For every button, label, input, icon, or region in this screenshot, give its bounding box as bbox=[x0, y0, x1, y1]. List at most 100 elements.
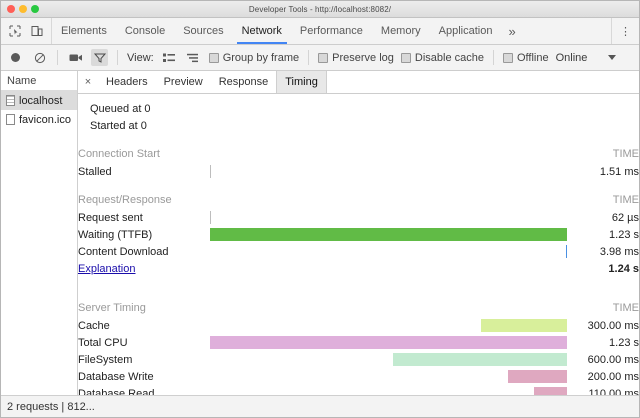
tab-memory-label: Memory bbox=[380, 25, 421, 37]
devtools-left-icons bbox=[1, 18, 52, 44]
disable-cache-checkbox[interactable]: Disable cache bbox=[400, 52, 484, 64]
section-bar-spacer bbox=[210, 299, 567, 317]
list-item[interactable]: localhost bbox=[1, 91, 77, 110]
timing-row-bar-cell bbox=[210, 317, 567, 334]
bar-track bbox=[210, 211, 567, 224]
group-by-frame-box[interactable] bbox=[208, 52, 219, 63]
section-header-row: Connection Start TIME bbox=[78, 145, 639, 163]
offline-box[interactable] bbox=[502, 52, 513, 63]
bar-track bbox=[210, 245, 567, 258]
timing-row-bar-cell bbox=[210, 209, 567, 226]
tab-response[interactable]: Response bbox=[211, 71, 277, 93]
timing-row-label: Cache bbox=[78, 319, 110, 332]
request-response-table: Request/Response TIME Request sent 62 µs bbox=[78, 191, 639, 277]
bar-track bbox=[210, 370, 567, 383]
timing-row-bar-cell bbox=[210, 163, 567, 180]
section-bar-spacer bbox=[210, 145, 567, 163]
minimize-window-button[interactable] bbox=[19, 5, 27, 13]
spacer-3 bbox=[78, 277, 639, 299]
tab-timing-label: Timing bbox=[285, 76, 318, 88]
status-bar: 2 requests | 812... bbox=[1, 395, 639, 417]
tab-sources[interactable]: Sources bbox=[174, 18, 232, 44]
timing-row-bar-cell bbox=[210, 334, 567, 351]
clear-icon[interactable] bbox=[31, 49, 48, 66]
network-toolbar: View: Group by frame Preserve log Disabl… bbox=[1, 45, 639, 71]
table-row: Waiting (TTFB) 1.23 s bbox=[78, 226, 639, 243]
timing-row-bar-cell bbox=[210, 351, 567, 368]
tab-preview[interactable]: Preview bbox=[156, 71, 211, 93]
timing-row-label: FileSystem bbox=[78, 353, 133, 366]
list-item-label: localhost bbox=[19, 94, 63, 107]
timing-bar-request-sent bbox=[210, 211, 211, 224]
timing-row-label: Database Read bbox=[78, 387, 155, 396]
tab-application[interactable]: Application bbox=[430, 18, 502, 44]
preserve-log-checkbox[interactable]: Preserve log bbox=[318, 52, 394, 64]
timing-bar-content-download bbox=[565, 245, 567, 258]
title-bar: Developer Tools - http://localhost:8082/ bbox=[1, 1, 639, 18]
cursor-inspect-icon[interactable] bbox=[7, 23, 23, 39]
devtools-menu-icon[interactable]: ⋮ bbox=[611, 18, 639, 44]
timing-row-time: 3.98 ms bbox=[599, 245, 639, 258]
filter-funnel-icon[interactable] bbox=[91, 49, 108, 66]
section-title: Request/Response bbox=[78, 194, 172, 206]
list-view-icon[interactable] bbox=[161, 49, 178, 66]
timing-row-label: Content Download bbox=[78, 245, 169, 258]
file-icon bbox=[6, 114, 15, 125]
preserve-log-box[interactable] bbox=[318, 52, 329, 63]
spacer-2 bbox=[78, 180, 639, 191]
record-icon[interactable] bbox=[7, 49, 24, 66]
tab-network[interactable]: Network bbox=[233, 18, 291, 44]
tab-console[interactable]: Console bbox=[116, 18, 174, 44]
timing-bar-database-read bbox=[534, 387, 567, 395]
tab-memory[interactable]: Memory bbox=[372, 18, 430, 44]
tab-headers[interactable]: Headers bbox=[98, 71, 156, 93]
tab-elements-label: Elements bbox=[61, 25, 107, 37]
waterfall-view-icon[interactable] bbox=[185, 49, 202, 66]
timing-row-time: 200.00 ms bbox=[587, 370, 639, 383]
tab-sources-label: Sources bbox=[183, 25, 224, 37]
tab-headers-label: Headers bbox=[106, 76, 148, 88]
tab-preview-label: Preview bbox=[163, 76, 203, 88]
timing-row-time: 300.00 ms bbox=[587, 319, 639, 332]
offline-checkbox[interactable]: Offline bbox=[502, 52, 549, 64]
started-at-text: Started at 0 bbox=[90, 119, 147, 132]
close-icon[interactable]: × bbox=[84, 76, 92, 88]
timing-row-label: Request sent bbox=[78, 211, 143, 224]
preserve-log-label: Preserve log bbox=[332, 51, 394, 64]
table-row: Stalled 1.51 ms bbox=[78, 163, 639, 180]
zoom-window-button[interactable] bbox=[31, 5, 39, 13]
bar-track bbox=[210, 387, 567, 395]
tab-console-label: Console bbox=[124, 25, 166, 37]
chevron-down-icon[interactable] bbox=[608, 55, 617, 60]
bar-track bbox=[210, 228, 567, 241]
tab-performance[interactable]: Performance bbox=[291, 18, 372, 44]
detail-tab-strip: × Headers Preview Response Timing bbox=[78, 71, 639, 94]
disable-cache-box[interactable] bbox=[400, 52, 411, 63]
timing-row-label: Database Write bbox=[78, 370, 154, 383]
list-item[interactable]: favicon.ico bbox=[1, 110, 77, 129]
explanation-link[interactable]: Explanation bbox=[78, 262, 136, 275]
explanation-bar-spacer bbox=[210, 260, 567, 277]
online-throttle-label[interactable]: Online bbox=[555, 51, 588, 64]
window-controls[interactable] bbox=[7, 5, 39, 13]
bar-track bbox=[210, 353, 567, 366]
camera-icon[interactable] bbox=[67, 49, 84, 66]
tab-elements[interactable]: Elements bbox=[52, 18, 116, 44]
device-toolbar-icon[interactable] bbox=[29, 23, 45, 39]
timing-panel: Queued at 0 Started at 0 Connection Star… bbox=[78, 94, 639, 395]
queued-at-text: Queued at 0 bbox=[90, 102, 151, 115]
timing-row-bar-cell bbox=[210, 385, 567, 395]
section-time-header: TIME bbox=[612, 148, 639, 160]
timing-bar-database-write bbox=[508, 370, 567, 383]
request-list-sidebar: Name localhost favicon.ico bbox=[1, 71, 78, 395]
group-by-frame-checkbox[interactable]: Group by frame bbox=[208, 52, 299, 64]
timing-row-time: 110.00 ms bbox=[588, 387, 639, 396]
request-summary-text: 2 requests | 812... bbox=[7, 400, 95, 413]
more-tabs-icon[interactable]: » bbox=[508, 23, 516, 39]
timing-row-label: Stalled bbox=[78, 165, 112, 178]
toolbar-divider bbox=[57, 50, 58, 65]
table-row: Explanation 1.24 s bbox=[78, 260, 639, 277]
tab-timing[interactable]: Timing bbox=[276, 71, 327, 93]
close-window-button[interactable] bbox=[7, 5, 15, 13]
